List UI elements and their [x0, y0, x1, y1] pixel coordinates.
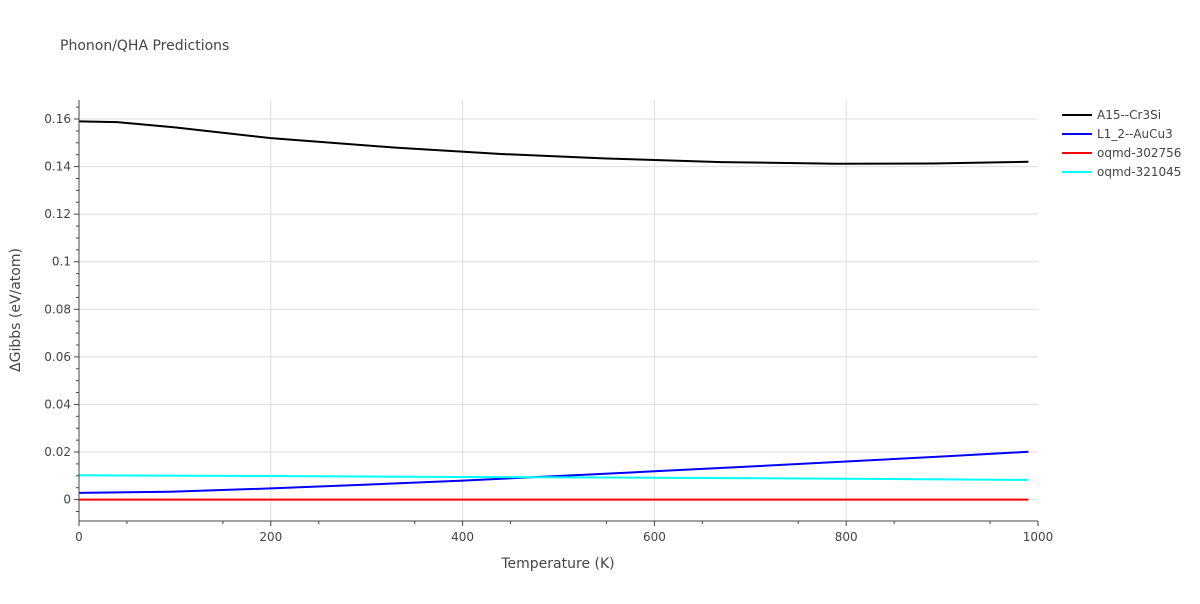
x-tick-label: 600: [643, 530, 666, 544]
legend-item-0[interactable]: A15--Cr3Si: [1062, 108, 1161, 122]
y-tick-label: 0.12: [44, 207, 71, 221]
x-tick-label: 1000: [1023, 530, 1054, 544]
series-layer: [78, 120, 1029, 501]
axes-layer: 0 200 400 600 800 1000 0 0.02 0.04 0.06 0.08 0.1 0.1…: [44, 100, 1053, 544]
legend[interactable]: A15--Cr3Si L1_2--AuCu3 oqmd-302756 oqmd-321…: [1062, 108, 1181, 179]
y-axis-title: ΔGibbs (eV/atom): [8, 248, 24, 372]
y-tick-label: 0.02: [44, 445, 71, 459]
x-tick-label: 800: [835, 530, 858, 544]
series-line-0[interactable]: [78, 120, 1029, 165]
series-line-1[interactable]: [78, 450, 1029, 494]
y-tick-label: 0.08: [44, 302, 71, 316]
legend-item-3[interactable]: oqmd-321045: [1062, 165, 1181, 179]
legend-item-2[interactable]: oqmd-302756: [1062, 146, 1181, 160]
y-tick-label: 0.04: [44, 397, 71, 411]
chart-title: Phonon/QHA Predictions: [60, 38, 229, 54]
y-tick-label: 0: [63, 493, 71, 507]
y-tick-label: 0.1: [52, 255, 71, 269]
legend-label: oqmd-321045: [1097, 165, 1181, 179]
x-axis-title: Temperature (K): [500, 556, 614, 572]
legend-item-1[interactable]: L1_2--AuCu3: [1062, 127, 1173, 141]
legend-label: oqmd-302756: [1097, 146, 1181, 160]
x-tick-label: 200: [259, 530, 282, 544]
legend-label: L1_2--AuCu3: [1097, 127, 1173, 141]
y-tick-label: 0.16: [44, 112, 71, 126]
legend-label: A15--Cr3Si: [1097, 108, 1161, 122]
series-line-3[interactable]: [78, 474, 1029, 481]
y-tick-label: 0.14: [44, 160, 71, 174]
x-tick-label: 0: [75, 530, 83, 544]
x-tick-label: 400: [451, 530, 474, 544]
y-tick-label: 0.06: [44, 350, 71, 364]
